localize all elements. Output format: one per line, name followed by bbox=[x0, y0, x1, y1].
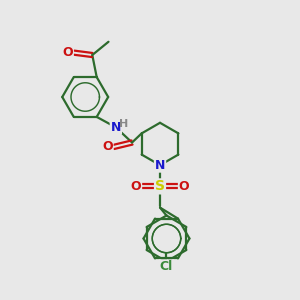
Text: H: H bbox=[119, 119, 129, 129]
Text: O: O bbox=[102, 140, 112, 153]
Text: Cl: Cl bbox=[160, 260, 173, 273]
Text: O: O bbox=[62, 46, 73, 59]
Text: O: O bbox=[130, 180, 141, 193]
Text: N: N bbox=[155, 159, 165, 172]
Text: N: N bbox=[111, 121, 121, 134]
Text: O: O bbox=[179, 180, 190, 193]
Text: S: S bbox=[155, 179, 165, 194]
